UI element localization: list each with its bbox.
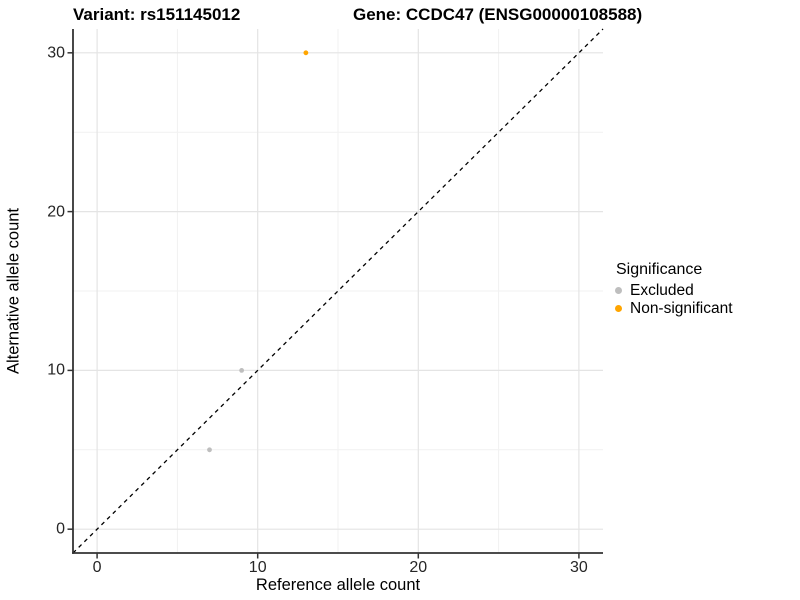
plot-title-gene: Gene: CCDC47 (ENSG00000108588) bbox=[353, 5, 643, 24]
data-point-non-significant bbox=[303, 50, 309, 56]
y-tick-label: 0 bbox=[56, 520, 65, 538]
legend-title: Significance bbox=[616, 261, 703, 278]
legend-item-label: Non-significant bbox=[630, 299, 733, 317]
legend-item: Non-significant bbox=[612, 299, 733, 317]
plot-title-variant: Variant: rs151145012 bbox=[73, 5, 241, 24]
legend-items: Excluded Non-significant bbox=[612, 281, 733, 317]
y-tick-label: 20 bbox=[47, 203, 65, 221]
data-point-excluded bbox=[207, 447, 212, 453]
legend-item-label: Excluded bbox=[630, 281, 694, 299]
data-point-excluded bbox=[239, 367, 245, 373]
x-axis-title: Reference allele count bbox=[255, 576, 421, 594]
x-tick-label: 30 bbox=[570, 559, 588, 576]
y-tick-label: 10 bbox=[47, 361, 65, 379]
legend-item: Excluded bbox=[612, 281, 733, 299]
legend-dot-icon bbox=[615, 286, 622, 294]
legend: Significance Excluded Non-significant bbox=[612, 260, 733, 317]
y-axis-title: Alternative allele count bbox=[4, 207, 23, 375]
y-tick-label: 30 bbox=[47, 44, 65, 62]
x-tick-label: 0 bbox=[92, 559, 102, 576]
x-tick-label: 10 bbox=[248, 559, 267, 576]
x-tick-label: 20 bbox=[409, 559, 428, 576]
legend-dot-icon bbox=[615, 304, 622, 312]
